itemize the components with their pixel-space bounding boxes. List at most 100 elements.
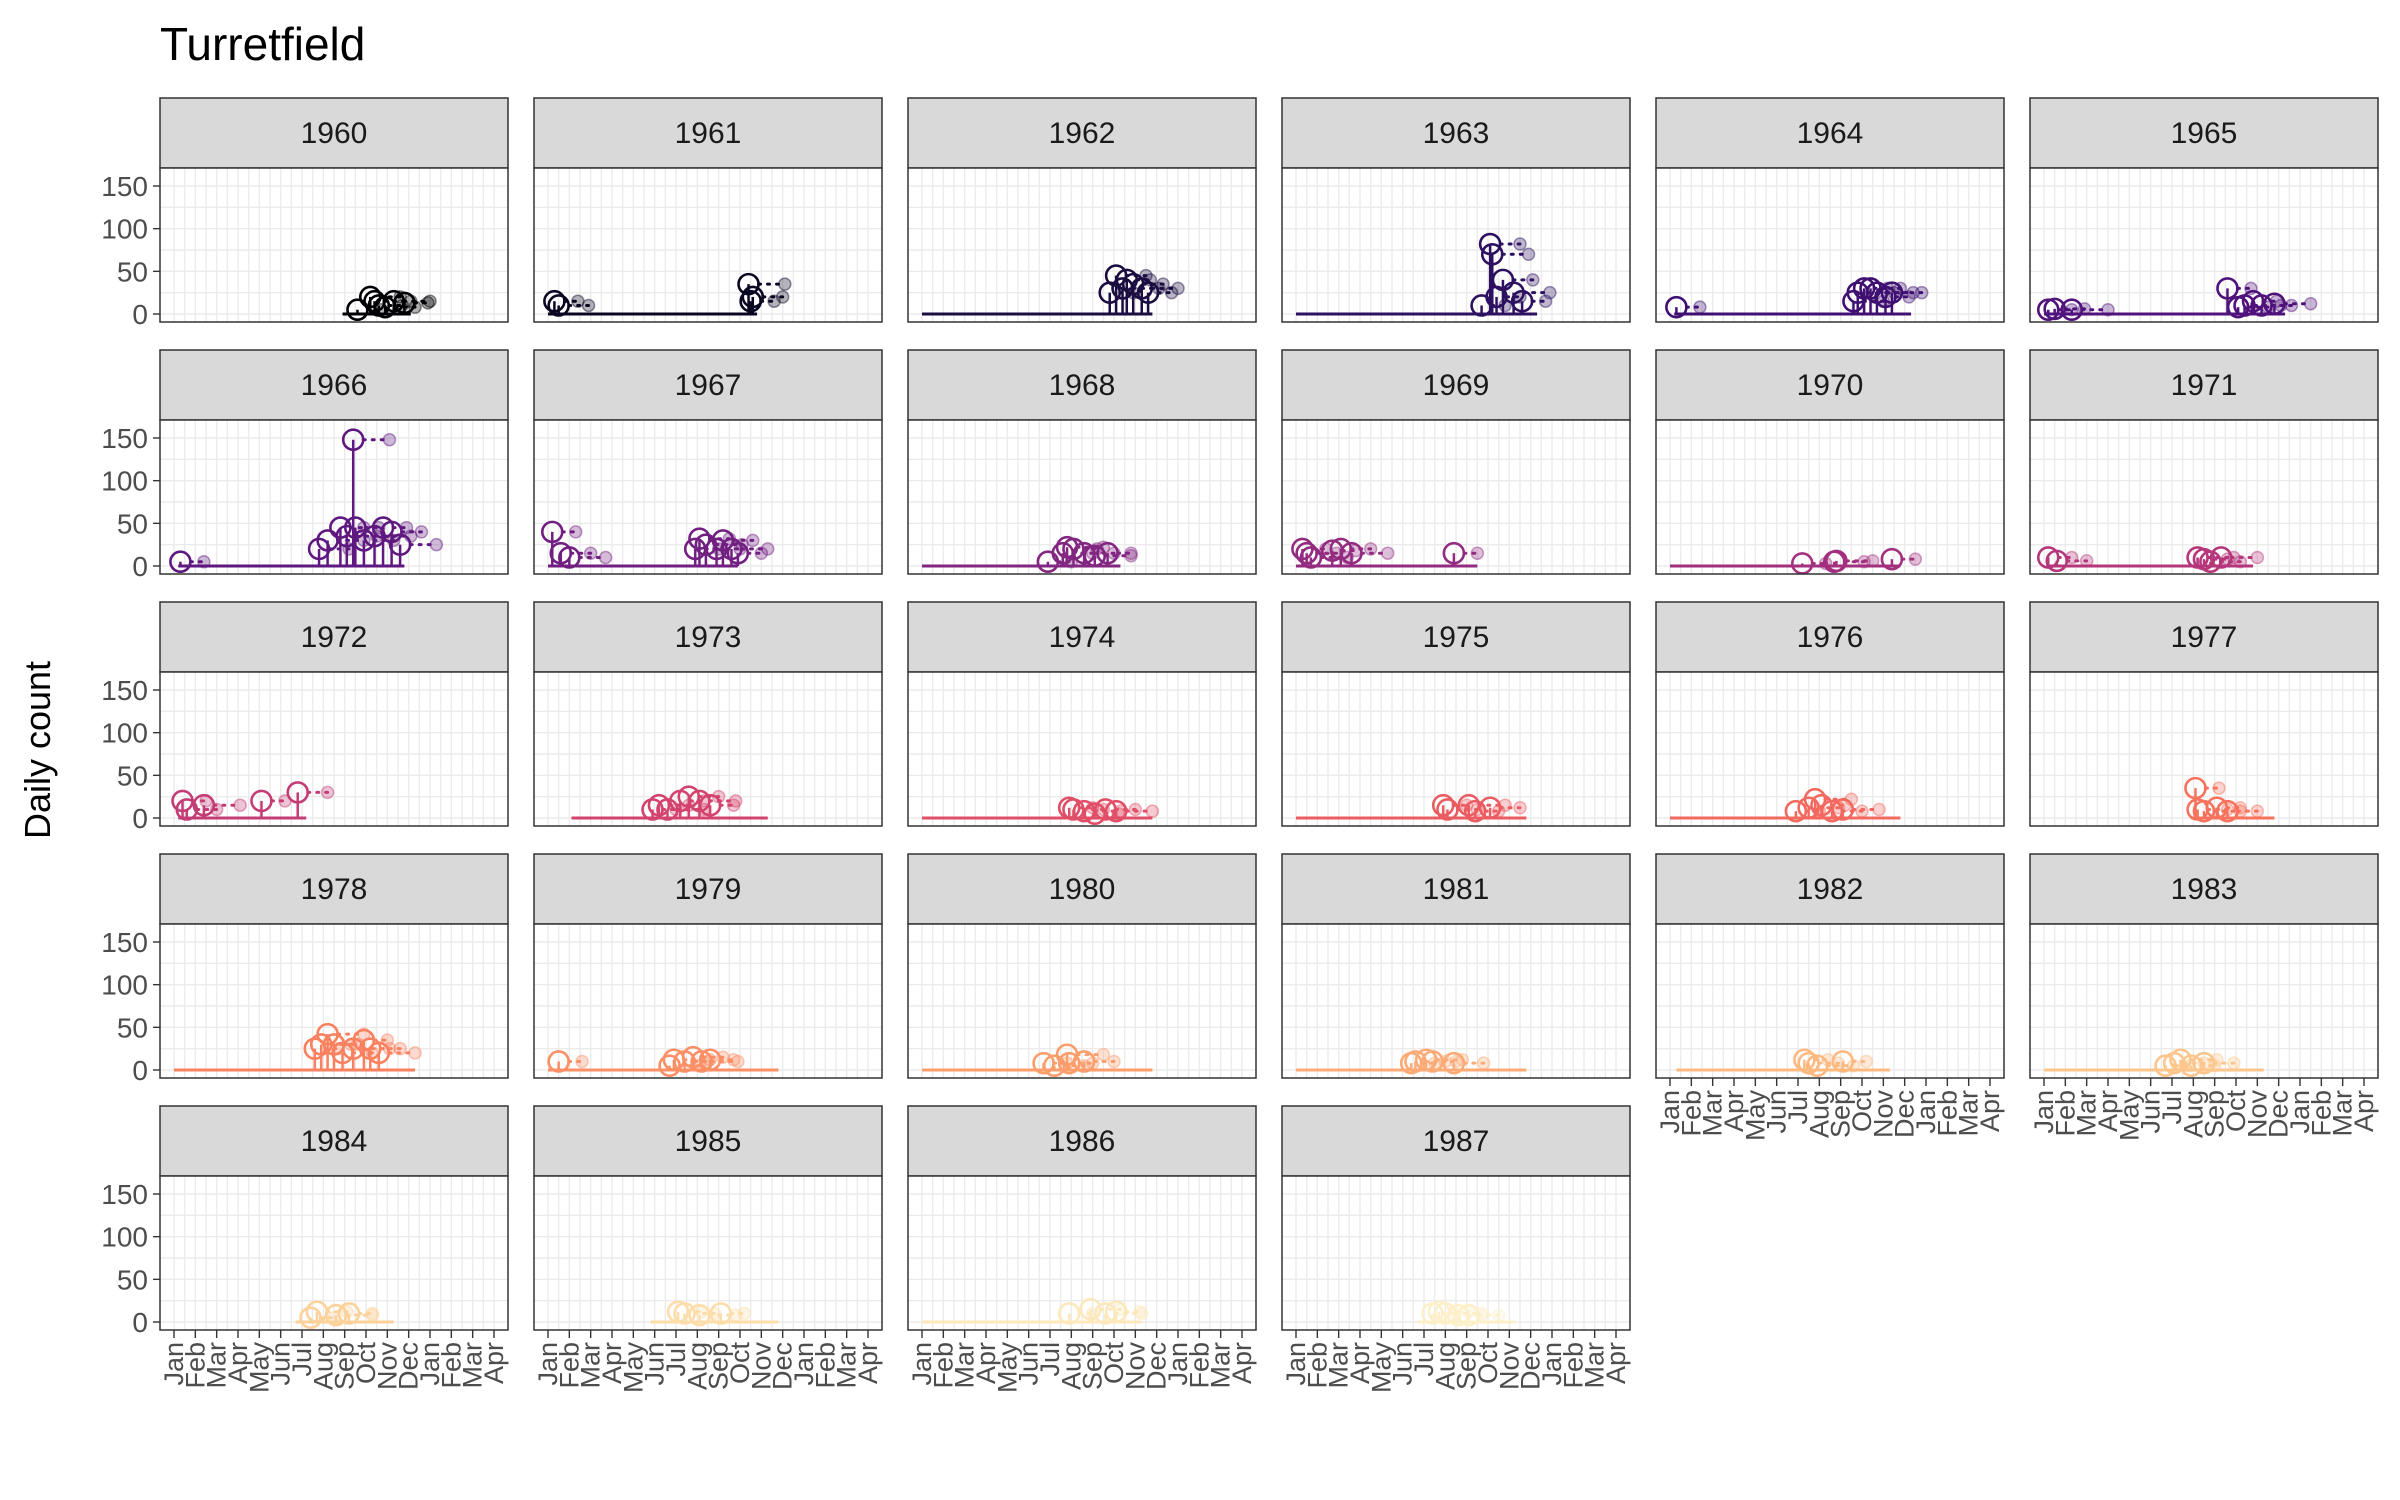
facet-strip-label: 1971 bbox=[2171, 369, 2238, 402]
facet-strip bbox=[1281, 601, 1631, 673]
x-tick-label: Jan bbox=[1281, 1342, 1311, 1386]
x-tick-label: Feb bbox=[1184, 1342, 1214, 1389]
panel-border bbox=[907, 1175, 1257, 1331]
x-tick-label: Feb bbox=[1302, 1342, 1332, 1389]
x-tick-label: Mar bbox=[202, 1342, 232, 1389]
facet-strip bbox=[2029, 349, 2379, 421]
panel-border bbox=[1655, 167, 2005, 323]
facet-panel-1969: 1969 bbox=[1281, 349, 1631, 575]
y-tick-label: 100 bbox=[101, 214, 148, 245]
chart-title: Turretfield bbox=[160, 18, 365, 70]
y-axis-title: Daily count bbox=[17, 661, 58, 839]
faded-point bbox=[1171, 281, 1185, 296]
panel-border bbox=[1281, 923, 1631, 1079]
faded-point bbox=[1693, 300, 1707, 314]
x-tick-label: Jun bbox=[1762, 1090, 1792, 1134]
panel-border bbox=[907, 671, 1257, 827]
faded-point bbox=[775, 290, 790, 304]
facet-panel-1971: 1971 bbox=[2029, 349, 2379, 575]
panel-border bbox=[159, 1175, 509, 1331]
faded-point bbox=[2303, 297, 2318, 311]
facet-strip bbox=[2029, 97, 2379, 169]
facets-layer: 1960 0 50 100 150 1961 1962 1963 1964 1965 1966 0 50… bbox=[101, 97, 2379, 1393]
facet-panel-1977: 1977 bbox=[2029, 601, 2379, 827]
x-tick-label: Nov bbox=[746, 1342, 776, 1391]
x-tick-label: Jun bbox=[1014, 1342, 1044, 1386]
x-tick-label: Jul bbox=[287, 1342, 317, 1377]
facet-strip-label: 1976 bbox=[1797, 621, 1864, 654]
x-tick-label: Nov bbox=[1494, 1342, 1524, 1391]
x-tick-label: Aug bbox=[2178, 1090, 2208, 1138]
y-tick-label: 100 bbox=[101, 1222, 148, 1253]
x-tick-label: Oct bbox=[725, 1342, 755, 1385]
y-tick-label: 0 bbox=[132, 299, 148, 330]
panel-border bbox=[1655, 419, 2005, 575]
faded-point bbox=[760, 542, 775, 556]
facet-panel-1982: 1982JanFebMarAprMayJunJulAugSepOctNovDec… bbox=[1655, 853, 2005, 1141]
panel-border bbox=[907, 923, 1257, 1079]
panel-border bbox=[907, 167, 1257, 323]
faded-point bbox=[1865, 554, 1880, 568]
facet-panel-1984: 1984050100150JanFebMarAprMayJunJulAugSep… bbox=[101, 1105, 509, 1393]
facet-panel-1973: 1973 bbox=[533, 601, 883, 827]
x-tick-label: Dec bbox=[1890, 1090, 1920, 1138]
facet-panel-1960: 1960 0 50 100 150 bbox=[101, 97, 509, 330]
x-tick-label: Feb bbox=[1676, 1090, 1706, 1137]
faded-point bbox=[2101, 302, 2115, 317]
faded-point bbox=[197, 554, 211, 569]
faded-point bbox=[1476, 1056, 1491, 1070]
x-tick-label: Jan bbox=[1163, 1342, 1193, 1386]
faded-point bbox=[1363, 542, 1378, 556]
faded-point bbox=[746, 533, 760, 548]
faded-point bbox=[737, 1306, 752, 1321]
panel-border bbox=[533, 671, 883, 827]
facet-panel-1981: 1981 bbox=[1281, 853, 1631, 1079]
facet-panel-1983: 1983JanFebMarAprMayJunJulAugSepOctNovDec… bbox=[2029, 853, 2379, 1142]
faded-point bbox=[1096, 1047, 1111, 1062]
x-tick-label: Jan bbox=[159, 1342, 189, 1386]
facet-strip-label: 1983 bbox=[2171, 873, 2238, 906]
x-tick-label: Jan bbox=[907, 1342, 937, 1386]
faded-point bbox=[1449, 1054, 1463, 1069]
facet-panel-1976: 1976 bbox=[1655, 601, 2005, 827]
y-tick-label: 0 bbox=[132, 551, 148, 582]
facet-panel-1980: 1980 bbox=[907, 853, 1257, 1079]
y-tick-label: 50 bbox=[117, 508, 148, 539]
x-tick-label: Feb bbox=[180, 1342, 210, 1389]
x-tick-label: Feb bbox=[1932, 1090, 1962, 1137]
x-tick-label: Mar bbox=[832, 1342, 862, 1389]
x-tick-label: Jan bbox=[533, 1342, 563, 1386]
y-tick-label: 150 bbox=[101, 171, 148, 202]
facet-strip bbox=[907, 1105, 1257, 1177]
faded-point bbox=[1521, 247, 1536, 262]
facet-strip-label: 1975 bbox=[1423, 621, 1490, 654]
x-tick-label: Jul bbox=[1409, 1342, 1439, 1377]
faded-point bbox=[2212, 781, 2226, 795]
panel-border bbox=[1281, 671, 1631, 827]
facet-strip bbox=[533, 853, 883, 925]
faded-point bbox=[2250, 550, 2265, 565]
x-tick-label: Sep bbox=[2200, 1090, 2230, 1138]
facet-strip-label: 1981 bbox=[1423, 873, 1490, 906]
facet-strip-label: 1965 bbox=[2171, 117, 2238, 150]
x-tick-label: Jun bbox=[640, 1342, 670, 1386]
facet-strip-label: 1977 bbox=[2171, 621, 2238, 654]
panel-border bbox=[533, 1175, 883, 1331]
faded-point bbox=[1859, 1054, 1874, 1069]
x-tick-label: Aug bbox=[1430, 1342, 1460, 1390]
faded-point bbox=[382, 432, 397, 447]
facet-panel-1975: 1975 bbox=[1281, 601, 1631, 827]
facet-panel-1972: 1972 0 50 100 150 bbox=[101, 601, 509, 834]
y-tick-label: 100 bbox=[101, 970, 148, 1001]
facet-strip bbox=[159, 853, 509, 925]
panel-border bbox=[1655, 671, 2005, 827]
faded-point bbox=[1855, 804, 1869, 818]
x-tick-label: Aug bbox=[308, 1342, 338, 1390]
x-tick-label: Aug bbox=[682, 1342, 712, 1390]
x-tick-label: Mar bbox=[458, 1342, 488, 1389]
facet-strip-label: 1973 bbox=[675, 621, 742, 654]
x-tick-label: May bbox=[2114, 1090, 2144, 1142]
faded-point bbox=[1164, 285, 1179, 300]
y-tick-label: 100 bbox=[101, 718, 148, 749]
facet-strip bbox=[907, 853, 1257, 925]
